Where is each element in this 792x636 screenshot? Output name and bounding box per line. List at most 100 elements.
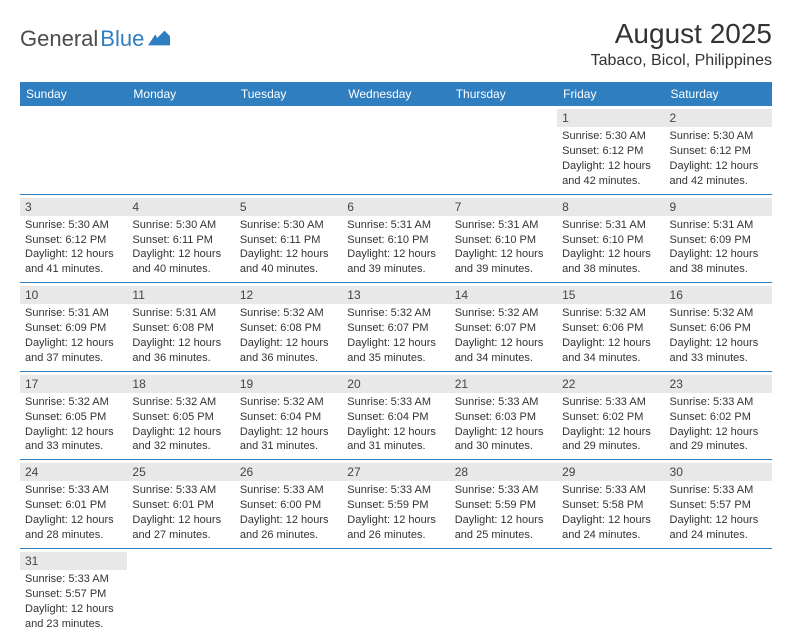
- cell-day2: and 33 minutes.: [25, 439, 122, 454]
- cell-day1: Daylight: 12 hours: [132, 247, 229, 262]
- cell-day2: and 38 minutes.: [562, 262, 659, 277]
- day-number: 11: [127, 286, 234, 304]
- calendar-cell: 11Sunrise: 5:31 AMSunset: 6:08 PMDayligh…: [127, 283, 234, 372]
- dow-header: Wednesday: [342, 82, 449, 106]
- calendar-cell: [235, 106, 342, 194]
- cell-day1: Daylight: 12 hours: [562, 247, 659, 262]
- calendar-table: SundayMondayTuesdayWednesdayThursdayFrid…: [20, 82, 772, 636]
- cell-sunset: Sunset: 6:01 PM: [25, 498, 122, 513]
- cell-day1: Daylight: 12 hours: [25, 602, 122, 617]
- cell-sunrise: Sunrise: 5:32 AM: [240, 306, 337, 321]
- logo-text-1: General: [20, 26, 98, 52]
- cell-day1: Daylight: 12 hours: [240, 336, 337, 351]
- day-number: 25: [127, 463, 234, 481]
- calendar-cell: 27Sunrise: 5:33 AMSunset: 5:59 PMDayligh…: [342, 460, 449, 549]
- dow-header: Sunday: [20, 82, 127, 106]
- day-number: 20: [342, 375, 449, 393]
- cell-sunrise: Sunrise: 5:33 AM: [455, 395, 552, 410]
- day-number: 22: [557, 375, 664, 393]
- calendar-cell: [342, 548, 449, 636]
- cell-day2: and 24 minutes.: [562, 528, 659, 543]
- calendar-cell: 25Sunrise: 5:33 AMSunset: 6:01 PMDayligh…: [127, 460, 234, 549]
- cell-day2: and 40 minutes.: [240, 262, 337, 277]
- calendar-cell: [20, 106, 127, 194]
- cell-sunrise: Sunrise: 5:33 AM: [562, 395, 659, 410]
- calendar-cell: [127, 106, 234, 194]
- cell-sunrise: Sunrise: 5:32 AM: [347, 306, 444, 321]
- cell-day2: and 35 minutes.: [347, 351, 444, 366]
- day-number: 26: [235, 463, 342, 481]
- cell-day2: and 24 minutes.: [670, 528, 767, 543]
- calendar-cell: 29Sunrise: 5:33 AMSunset: 5:58 PMDayligh…: [557, 460, 664, 549]
- calendar-cell: [235, 548, 342, 636]
- day-number: 31: [20, 552, 127, 570]
- cell-day2: and 26 minutes.: [347, 528, 444, 543]
- cell-sunset: Sunset: 6:09 PM: [25, 321, 122, 336]
- calendar-cell: 20Sunrise: 5:33 AMSunset: 6:04 PMDayligh…: [342, 371, 449, 460]
- cell-day2: and 26 minutes.: [240, 528, 337, 543]
- calendar-head: SundayMondayTuesdayWednesdayThursdayFrid…: [20, 82, 772, 106]
- dow-header: Monday: [127, 82, 234, 106]
- cell-sunset: Sunset: 5:57 PM: [25, 587, 122, 602]
- calendar-cell: 9Sunrise: 5:31 AMSunset: 6:09 PMDaylight…: [665, 194, 772, 283]
- day-number: 30: [665, 463, 772, 481]
- cell-sunset: Sunset: 6:12 PM: [562, 144, 659, 159]
- cell-day2: and 31 minutes.: [240, 439, 337, 454]
- location: Tabaco, Bicol, Philippines: [591, 52, 772, 70]
- cell-sunset: Sunset: 6:07 PM: [347, 321, 444, 336]
- calendar-cell: 21Sunrise: 5:33 AMSunset: 6:03 PMDayligh…: [450, 371, 557, 460]
- cell-sunrise: Sunrise: 5:31 AM: [562, 218, 659, 233]
- calendar-cell: 18Sunrise: 5:32 AMSunset: 6:05 PMDayligh…: [127, 371, 234, 460]
- cell-day1: Daylight: 12 hours: [25, 336, 122, 351]
- day-number: 21: [450, 375, 557, 393]
- cell-day1: Daylight: 12 hours: [347, 336, 444, 351]
- cell-day2: and 39 minutes.: [455, 262, 552, 277]
- day-number: 2: [665, 109, 772, 127]
- cell-day2: and 30 minutes.: [455, 439, 552, 454]
- cell-sunrise: Sunrise: 5:33 AM: [670, 483, 767, 498]
- cell-sunrise: Sunrise: 5:33 AM: [347, 483, 444, 498]
- cell-sunset: Sunset: 6:08 PM: [240, 321, 337, 336]
- calendar-cell: [450, 106, 557, 194]
- day-number: 5: [235, 198, 342, 216]
- logo-flag-icon: [148, 30, 170, 46]
- cell-sunrise: Sunrise: 5:30 AM: [25, 218, 122, 233]
- calendar-cell: [450, 548, 557, 636]
- cell-day2: and 33 minutes.: [670, 351, 767, 366]
- day-number: 4: [127, 198, 234, 216]
- cell-day2: and 38 minutes.: [670, 262, 767, 277]
- cell-day2: and 25 minutes.: [455, 528, 552, 543]
- cell-day1: Daylight: 12 hours: [562, 513, 659, 528]
- cell-sunrise: Sunrise: 5:31 AM: [670, 218, 767, 233]
- cell-day2: and 36 minutes.: [132, 351, 229, 366]
- day-number: 29: [557, 463, 664, 481]
- cell-sunrise: Sunrise: 5:33 AM: [455, 483, 552, 498]
- cell-day1: Daylight: 12 hours: [455, 425, 552, 440]
- cell-day1: Daylight: 12 hours: [455, 247, 552, 262]
- cell-sunset: Sunset: 6:00 PM: [240, 498, 337, 513]
- cell-day1: Daylight: 12 hours: [670, 513, 767, 528]
- cell-day1: Daylight: 12 hours: [25, 247, 122, 262]
- cell-sunset: Sunset: 6:12 PM: [670, 144, 767, 159]
- cell-sunrise: Sunrise: 5:33 AM: [25, 483, 122, 498]
- cell-day1: Daylight: 12 hours: [670, 425, 767, 440]
- cell-day2: and 34 minutes.: [562, 351, 659, 366]
- cell-sunrise: Sunrise: 5:30 AM: [670, 129, 767, 144]
- cell-day1: Daylight: 12 hours: [240, 425, 337, 440]
- cell-day1: Daylight: 12 hours: [670, 247, 767, 262]
- cell-day2: and 39 minutes.: [347, 262, 444, 277]
- cell-day1: Daylight: 12 hours: [455, 513, 552, 528]
- cell-sunset: Sunset: 6:11 PM: [240, 233, 337, 248]
- cell-day1: Daylight: 12 hours: [240, 513, 337, 528]
- cell-sunrise: Sunrise: 5:33 AM: [240, 483, 337, 498]
- day-number: 24: [20, 463, 127, 481]
- calendar-cell: 23Sunrise: 5:33 AMSunset: 6:02 PMDayligh…: [665, 371, 772, 460]
- cell-day2: and 23 minutes.: [25, 617, 122, 632]
- cell-day2: and 36 minutes.: [240, 351, 337, 366]
- dow-header: Friday: [557, 82, 664, 106]
- cell-sunset: Sunset: 6:10 PM: [455, 233, 552, 248]
- cell-day1: Daylight: 12 hours: [562, 425, 659, 440]
- day-number: 14: [450, 286, 557, 304]
- calendar-cell: [342, 106, 449, 194]
- calendar-cell: 13Sunrise: 5:32 AMSunset: 6:07 PMDayligh…: [342, 283, 449, 372]
